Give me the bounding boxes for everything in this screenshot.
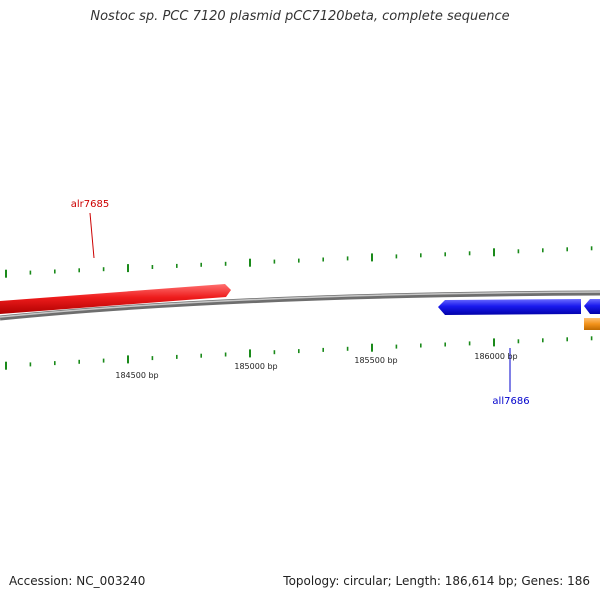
gene-other-partial[interactable] (584, 318, 600, 330)
position-label-186000: 186000 bp (474, 352, 517, 361)
position-label-185500: 185500 bp (354, 356, 397, 365)
genome-backbone-highlight (0, 291, 600, 318)
topology-summary: Topology: circular; Length: 186,614 bp; … (283, 574, 590, 588)
map-title: Nostoc sp. PCC 7120 plasmid pCC7120beta,… (90, 9, 510, 24)
gene-all7686[interactable] (438, 299, 581, 315)
accession-text: Accession: NC_003240 (9, 574, 146, 588)
position-label-185000: 185000 bp (234, 362, 277, 371)
position-label-184500: 184500 bp (115, 371, 158, 380)
leader-alr7685 (89, 212, 95, 259)
outer-tick-ring (5, 246, 593, 278)
gene-label-alr7685[interactable]: alr7685 (71, 199, 109, 210)
gene-label-all7686[interactable]: all7686 (492, 396, 529, 407)
genome-backbone (0, 290, 600, 321)
inner-tick-ring (5, 336, 593, 370)
gene-alr7685[interactable] (0, 284, 231, 314)
gene-reverse-partial[interactable] (584, 299, 600, 314)
